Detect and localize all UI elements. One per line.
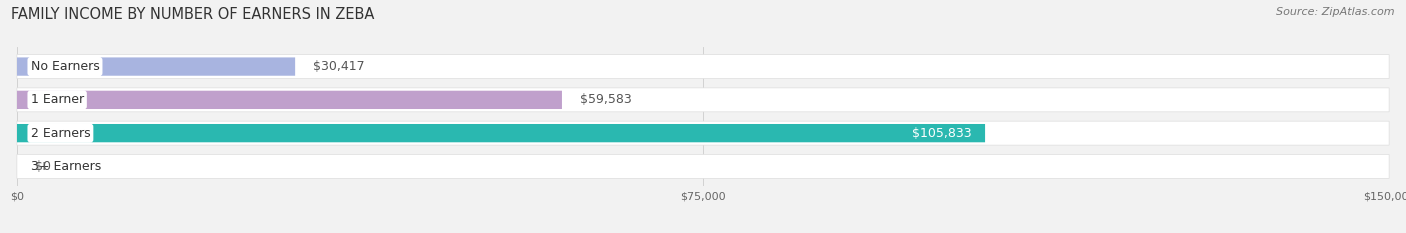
FancyBboxPatch shape xyxy=(17,57,295,76)
Text: Source: ZipAtlas.com: Source: ZipAtlas.com xyxy=(1277,7,1395,17)
Text: No Earners: No Earners xyxy=(31,60,100,73)
FancyBboxPatch shape xyxy=(17,55,1389,79)
FancyBboxPatch shape xyxy=(17,91,562,109)
FancyBboxPatch shape xyxy=(17,121,1389,145)
Text: $0: $0 xyxy=(35,160,51,173)
Text: $59,583: $59,583 xyxy=(581,93,633,106)
FancyBboxPatch shape xyxy=(17,124,986,142)
FancyBboxPatch shape xyxy=(17,154,1389,178)
Text: 1 Earner: 1 Earner xyxy=(31,93,84,106)
Text: 3+ Earners: 3+ Earners xyxy=(31,160,101,173)
Text: 2 Earners: 2 Earners xyxy=(31,127,90,140)
Text: FAMILY INCOME BY NUMBER OF EARNERS IN ZEBA: FAMILY INCOME BY NUMBER OF EARNERS IN ZE… xyxy=(11,7,374,22)
Text: $30,417: $30,417 xyxy=(314,60,366,73)
FancyBboxPatch shape xyxy=(17,88,1389,112)
Text: $105,833: $105,833 xyxy=(911,127,972,140)
